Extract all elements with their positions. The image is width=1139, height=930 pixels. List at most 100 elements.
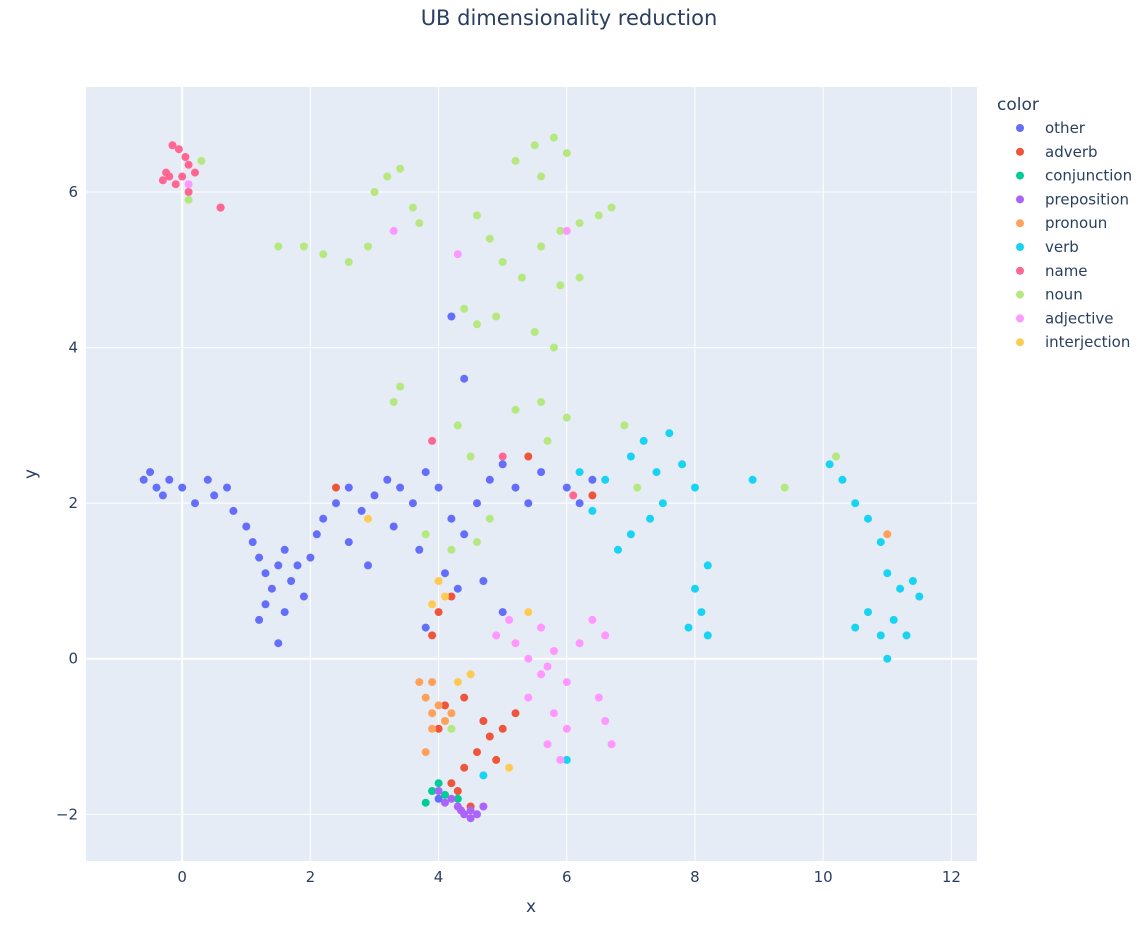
data-point-noun bbox=[396, 382, 405, 391]
legend[interactable]: color other adverb conjunction preposition p… bbox=[997, 95, 1132, 351]
data-point-name bbox=[174, 145, 183, 154]
legend-item-other[interactable]: other bbox=[1016, 119, 1086, 137]
data-point-pronoun bbox=[421, 748, 430, 757]
data-point-other bbox=[319, 514, 328, 523]
legend-marker bbox=[1016, 338, 1024, 347]
data-point-verb bbox=[703, 631, 712, 640]
data-point-other bbox=[447, 514, 456, 523]
data-points bbox=[139, 133, 924, 823]
data-point-adjective bbox=[562, 226, 571, 235]
data-point-noun bbox=[575, 219, 584, 228]
legend-item-preposition[interactable]: preposition bbox=[1016, 190, 1129, 208]
legend-item-adverb[interactable]: adverb bbox=[1016, 143, 1098, 161]
data-point-adjective bbox=[543, 740, 552, 749]
data-point-pronoun bbox=[428, 678, 437, 687]
data-point-noun bbox=[517, 273, 526, 282]
data-point-adverb bbox=[460, 763, 469, 772]
legend-item-adjective[interactable]: adjective bbox=[1016, 309, 1114, 327]
x-tick-label: 10 bbox=[814, 868, 833, 886]
legend-label: interjection bbox=[1045, 333, 1130, 351]
data-point-noun bbox=[575, 273, 584, 282]
data-point-noun bbox=[537, 172, 546, 181]
data-point-noun bbox=[549, 133, 558, 142]
data-point-verb bbox=[575, 468, 584, 477]
data-point-other bbox=[370, 491, 379, 500]
data-point-pronoun bbox=[428, 709, 437, 718]
data-point-noun bbox=[370, 188, 379, 196]
data-point-adjective bbox=[556, 755, 565, 764]
legend-item-name[interactable]: name bbox=[1016, 262, 1088, 280]
data-point-name bbox=[168, 141, 177, 150]
x-tick-label: 8 bbox=[690, 868, 700, 886]
data-point-adjective bbox=[594, 693, 603, 702]
data-point-noun bbox=[473, 211, 481, 220]
data-point-adjective bbox=[543, 662, 552, 671]
data-point-interjection bbox=[441, 592, 449, 601]
data-point-other bbox=[299, 592, 308, 601]
data-point-name bbox=[181, 153, 190, 161]
data-point-verb bbox=[691, 483, 699, 492]
data-point-pronoun bbox=[421, 693, 430, 702]
data-point-verb bbox=[864, 608, 872, 617]
data-point-other bbox=[274, 639, 283, 648]
data-point-interjection bbox=[453, 678, 462, 687]
data-point-other bbox=[139, 475, 148, 484]
data-point-noun bbox=[447, 545, 456, 554]
data-point-other bbox=[261, 569, 270, 578]
data-point-adverb bbox=[511, 709, 520, 718]
data-point-other bbox=[434, 794, 443, 803]
data-point-noun bbox=[473, 538, 481, 547]
data-point-noun bbox=[274, 242, 283, 251]
data-point-adjective bbox=[562, 724, 571, 733]
data-point-pronoun bbox=[415, 678, 424, 687]
data-point-noun bbox=[633, 483, 642, 492]
data-point-pronoun bbox=[434, 701, 443, 710]
data-point-adjective bbox=[562, 678, 571, 687]
legend-label: name bbox=[1045, 262, 1088, 280]
data-point-other bbox=[146, 468, 155, 477]
data-point-adjective bbox=[601, 631, 610, 640]
data-point-adjective bbox=[492, 631, 501, 640]
data-point-other bbox=[562, 483, 571, 492]
data-point-other bbox=[255, 615, 264, 624]
legend-item-interjection[interactable]: interjection bbox=[1016, 333, 1130, 351]
x-tick-label: 12 bbox=[942, 868, 961, 886]
data-point-name bbox=[171, 180, 180, 189]
data-point-interjection bbox=[505, 763, 514, 772]
data-point-noun bbox=[344, 258, 353, 266]
legend-marker bbox=[1016, 171, 1024, 180]
data-point-verb bbox=[614, 545, 622, 554]
data-point-noun bbox=[460, 304, 469, 313]
legend-item-noun[interactable]: noun bbox=[1016, 286, 1083, 304]
data-point-adverb bbox=[479, 717, 488, 725]
data-point-adverb bbox=[434, 608, 443, 617]
legend-item-verb[interactable]: verb bbox=[1016, 238, 1079, 256]
data-point-adverb bbox=[434, 724, 443, 733]
x-tick-label: 0 bbox=[177, 868, 187, 886]
data-point-other bbox=[588, 475, 597, 484]
data-point-noun bbox=[415, 219, 424, 228]
data-point-noun bbox=[447, 724, 456, 733]
x-tick-labels: 0 2 4 6 8 10 12 bbox=[177, 868, 961, 886]
data-point-other bbox=[408, 499, 417, 508]
data-point-adverb bbox=[447, 592, 456, 601]
data-point-name bbox=[428, 436, 437, 445]
data-point-other bbox=[383, 475, 392, 484]
data-point-other bbox=[344, 538, 353, 547]
data-point-other bbox=[511, 483, 520, 492]
data-point-verb bbox=[697, 608, 706, 617]
data-point-verb bbox=[748, 475, 757, 484]
data-point-other bbox=[229, 506, 238, 515]
data-point-adjective bbox=[537, 623, 546, 632]
data-point-other bbox=[421, 468, 430, 477]
data-point-noun bbox=[530, 141, 539, 150]
data-point-adverb bbox=[524, 452, 533, 461]
legend-item-pronoun[interactable]: pronoun bbox=[1016, 214, 1107, 232]
legend-item-conjunction[interactable]: conjunction bbox=[1016, 167, 1132, 185]
data-point-other bbox=[152, 483, 161, 492]
data-point-other bbox=[537, 468, 546, 477]
data-point-conjunction bbox=[421, 798, 430, 807]
data-point-other bbox=[242, 522, 251, 531]
data-point-other bbox=[274, 561, 283, 570]
data-point-verb bbox=[646, 514, 655, 523]
